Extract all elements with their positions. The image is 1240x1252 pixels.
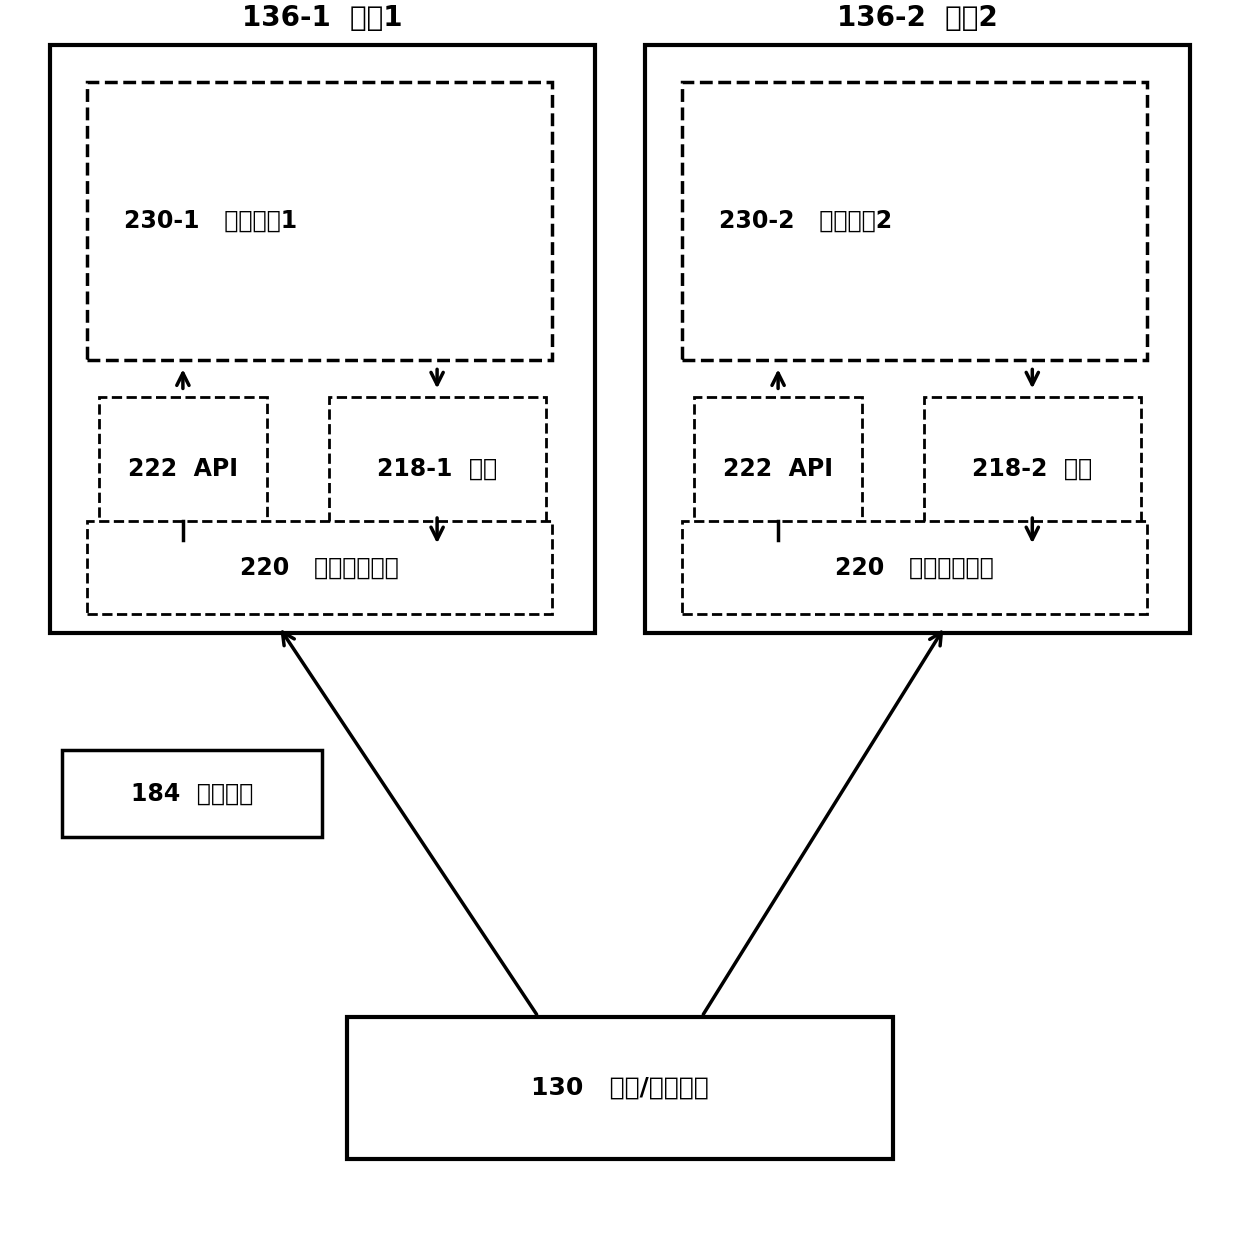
Text: 218-2  队列: 218-2 队列 [972,457,1092,481]
Bar [87,81,552,361]
Text: 130   接触/运动模块: 130 接触/运动模块 [531,1075,709,1101]
Bar [682,81,1147,361]
Text: 230-2   应用核叼2: 230-2 应用核叼2 [719,209,893,233]
Bar [347,1017,893,1159]
Bar [694,397,862,540]
Text: 184  事件对象: 184 事件对象 [131,781,253,806]
Text: 218-1  队列: 218-1 队列 [377,457,497,481]
Text: 220   触摸处理模块: 220 触摸处理模块 [239,556,399,580]
Text: 230-1   应用核叼1: 230-1 应用核叼1 [124,209,298,233]
Bar [682,521,1147,615]
Text: 136-2  应用2: 136-2 应用2 [837,4,998,33]
Text: 222  API: 222 API [128,457,238,481]
Bar [87,521,552,615]
Bar [329,397,546,540]
Bar [62,750,322,838]
Text: 136-1  应用1: 136-1 应用1 [242,4,403,33]
Text: 222  API: 222 API [723,457,833,481]
Bar [924,397,1141,540]
Bar [99,397,267,540]
Text: 220   触摸处理模块: 220 触摸处理模块 [835,556,994,580]
Bar [50,45,595,632]
Bar [645,45,1190,632]
